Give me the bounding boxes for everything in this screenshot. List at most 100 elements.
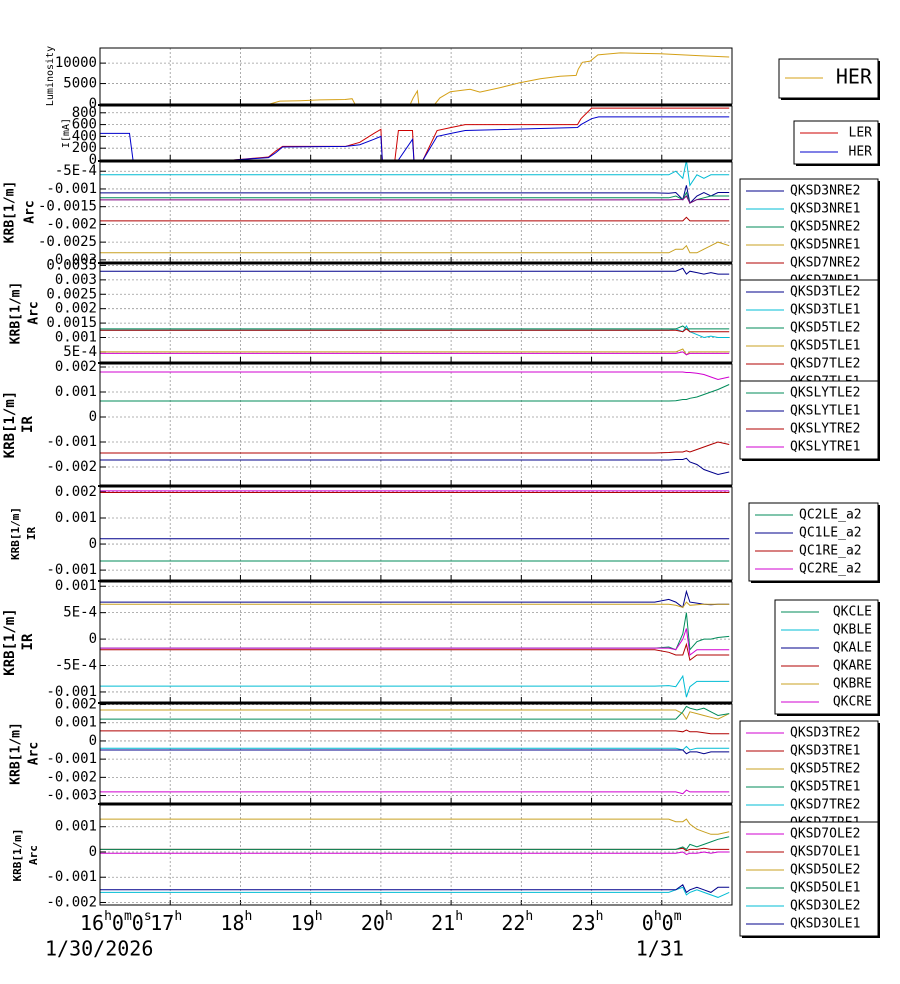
series-line — [100, 241, 730, 254]
legend-label: QKSD3TLE1 — [790, 303, 860, 318]
legend-label: HER — [836, 65, 873, 89]
x-tick-label-part: h — [525, 909, 533, 924]
series-line — [100, 749, 730, 755]
x-tick-label-part: 2 — [513, 911, 525, 935]
legend-label: QKCRE — [833, 695, 872, 710]
plot-frame — [99, 47, 733, 105]
x-tick-label-part: h — [315, 909, 323, 924]
series-line — [100, 886, 730, 898]
series-line — [100, 216, 730, 222]
legend-label: HER — [849, 145, 873, 160]
legend-label: QKSLYTLE1 — [790, 404, 860, 419]
legend-box — [748, 502, 879, 582]
y-tick-label: 0 — [89, 733, 97, 749]
y-tick-label: 0.001 — [55, 715, 97, 731]
x-tick-label-part: 8 — [232, 911, 244, 935]
date-label: 1/31 — [636, 937, 684, 961]
series-line — [100, 589, 730, 609]
panel: 5E-40.0010.00150.0020.00250.0030.0035KRB… — [9, 257, 880, 396]
y-tick-label: 0.002 — [55, 301, 97, 317]
y-tick-label: 0.001 — [55, 578, 97, 594]
x-tick-label-part: 6 — [92, 911, 104, 935]
legend-label: QKSD5TLE1 — [790, 339, 860, 354]
legend-label: QKSD5TLE2 — [790, 321, 860, 336]
x-tick-label: 23h — [572, 909, 604, 935]
x-tick-label-part: 0 — [642, 911, 654, 935]
y-axis-label: IR — [25, 527, 38, 541]
x-tick-label-part: 1 — [220, 911, 232, 935]
y-tick-label: 0 — [89, 96, 97, 112]
x-tick-label-part: h — [245, 909, 253, 924]
series-line — [100, 185, 730, 205]
x-tick-label: 18h — [220, 909, 252, 935]
legend-box — [793, 120, 879, 165]
series-line — [100, 160, 730, 187]
y-tick-label: -0.0025 — [38, 234, 97, 250]
legend-label: QKSD5OLE2 — [790, 863, 860, 878]
y-tick-label: -0.001 — [46, 562, 97, 578]
y-tick-label: 0.0015 — [46, 315, 97, 331]
legend-label: QKSD7OLE2 — [790, 827, 860, 842]
legend-label: QC1RE_a2 — [799, 544, 862, 559]
x-tick-label-part: h — [654, 909, 662, 924]
legend-box — [739, 279, 879, 395]
series-line — [100, 674, 730, 698]
y-axis-label: Arc — [27, 845, 40, 865]
plot-frame — [99, 263, 733, 363]
legend-label: QKSD5NRE1 — [790, 238, 860, 253]
y-tick-label: -0.002 — [46, 216, 97, 232]
series-line — [100, 705, 730, 720]
legend-label: QKSLYTRE1 — [790, 440, 860, 455]
x-tick-label: 16h0m0s — [80, 909, 152, 935]
x-tick-label-part: 9 — [303, 911, 315, 935]
panel: -0.002 -0.001 0 0.001 0.002 KRB[1/m] IR QKSLYTL… — [2, 359, 880, 486]
panel: -5E-4 -0.001 -0.0015-0.002 -0.0025 -0.003 KRB… — [3, 160, 880, 295]
y-tick-label: 0.001 — [55, 819, 97, 835]
legend-label: QKSD3TRE1 — [790, 744, 860, 759]
y-tick-label: 5E-4 — [63, 605, 97, 621]
series-line — [100, 628, 730, 656]
y-tick-label: -0.003 — [46, 788, 97, 804]
legend-label: QKSD3TLE2 — [790, 285, 860, 300]
y-tick-label: 0.0035 — [46, 257, 97, 273]
y-tick-label: 0 — [89, 536, 97, 552]
x-tick-label-part: 1 — [80, 911, 92, 935]
y-tick-label: 0.0025 — [46, 286, 97, 302]
series-line — [100, 325, 730, 330]
y-tick-label: 800 — [72, 105, 97, 121]
y-tick-label: -0.001 — [46, 751, 97, 767]
legend-label: LER — [849, 126, 873, 141]
legend-label: QKSD5TRE2 — [790, 762, 860, 777]
y-tick-label: 200 — [72, 140, 97, 156]
x-tick-label: 17h — [150, 909, 182, 935]
legend-label: QKSD5NRE2 — [790, 220, 860, 235]
legend-label: QKSD7TLE2 — [790, 357, 860, 372]
legend-label: QKSD3TRE2 — [790, 726, 860, 741]
legend-label: QKARE — [833, 659, 872, 674]
series-line — [100, 457, 730, 476]
x-tick-label-part: 2 — [431, 911, 443, 935]
x-tick-label-part: 7 — [162, 911, 174, 935]
legend-label: QKSD7TRE2 — [790, 798, 860, 813]
y-axis-label: Arc — [27, 301, 42, 324]
y-tick-label: 0 — [89, 409, 97, 425]
x-tick-label: 21h — [431, 909, 463, 935]
x-tick-label-part: h — [104, 909, 112, 924]
series-line — [100, 107, 730, 161]
y-tick-label: -0.0015 — [38, 199, 97, 215]
plot-frame — [99, 581, 733, 703]
series-line — [100, 836, 730, 851]
series-line — [100, 729, 730, 735]
y-tick-label: 0.002 — [55, 359, 97, 375]
x-tick-label-part: 2 — [572, 911, 584, 935]
x-tick-label-part: h — [385, 909, 393, 924]
y-tick-label: 0 — [89, 844, 97, 860]
plot-frame — [99, 161, 733, 263]
y-tick-label: 0.001 — [55, 330, 97, 346]
x-tick-label-part: 0 — [132, 911, 144, 935]
legend-label: QKSD5OLE1 — [790, 881, 860, 896]
series-line — [100, 52, 730, 105]
panel: -0.002 -0.001 0 0.001 KRB[1/m] Arc QKSD7OLE2 QK… — [11, 803, 880, 961]
legend-label: QC1LE_a2 — [799, 526, 862, 541]
